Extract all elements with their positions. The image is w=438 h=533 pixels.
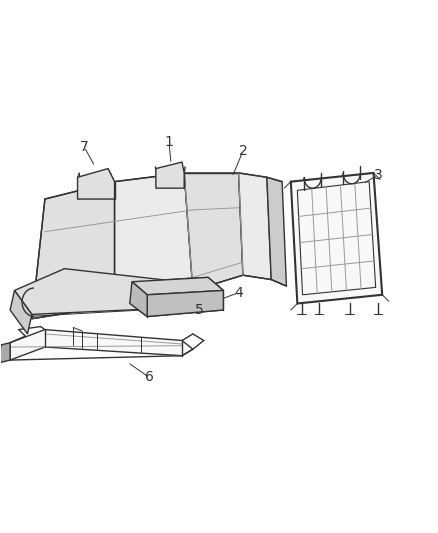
Polygon shape — [10, 329, 193, 360]
Text: 6: 6 — [145, 370, 154, 384]
Text: 5: 5 — [195, 303, 204, 317]
Polygon shape — [115, 173, 193, 305]
Polygon shape — [14, 269, 223, 314]
Polygon shape — [297, 182, 376, 295]
Polygon shape — [132, 277, 223, 295]
Polygon shape — [130, 282, 147, 317]
Text: 1: 1 — [165, 135, 173, 149]
Polygon shape — [156, 162, 184, 188]
Polygon shape — [239, 173, 271, 279]
Polygon shape — [32, 182, 115, 319]
Text: 3: 3 — [374, 168, 382, 182]
Text: 2: 2 — [239, 144, 247, 158]
Polygon shape — [0, 343, 10, 362]
Polygon shape — [10, 290, 32, 334]
Polygon shape — [267, 177, 286, 286]
Polygon shape — [184, 173, 243, 290]
Polygon shape — [291, 173, 382, 303]
Text: 4: 4 — [234, 286, 243, 300]
Polygon shape — [147, 290, 223, 317]
Text: 7: 7 — [80, 140, 88, 154]
Polygon shape — [78, 168, 115, 199]
